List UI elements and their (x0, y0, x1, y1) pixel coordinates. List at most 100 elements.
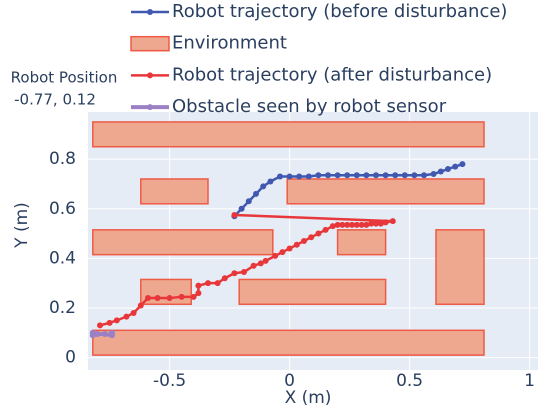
trajectory-point (241, 269, 247, 276)
y-tick-label: 0 (65, 348, 76, 368)
annotation-title: Robot Position (11, 69, 118, 87)
trajectory-point (113, 317, 120, 324)
environment-block (92, 329, 485, 356)
trajectory-point (106, 319, 113, 326)
trajectory-point (89, 332, 96, 339)
y-tick-label: 0.8 (49, 149, 76, 169)
trajectory-point (262, 257, 269, 264)
trajectory-point (253, 190, 259, 197)
x-tick-label: 1 (524, 371, 535, 391)
legend-marker (147, 72, 153, 79)
trajectory-point (205, 280, 211, 287)
trajectory-point (166, 295, 173, 302)
trajectory-point (437, 168, 444, 175)
trajectory-point (377, 220, 384, 227)
trajectory-point (293, 241, 300, 248)
trajectory-point (221, 275, 228, 282)
y-axis-title: Y (m) (12, 202, 32, 249)
trajectory-point (373, 172, 379, 179)
trajectory-point (401, 172, 408, 179)
trajectory-point (272, 252, 279, 259)
annotation-text: -0.77, 0.12 (14, 91, 96, 109)
trajectory-point (267, 178, 274, 185)
trajectory-point (344, 172, 351, 179)
trajectory-point (279, 249, 286, 256)
trajectory-point (382, 219, 389, 226)
environment-block (435, 229, 485, 306)
trajectory-point (344, 221, 351, 228)
trajectory-point (392, 172, 399, 179)
trajectory-point (195, 290, 202, 297)
trajectory-point (353, 172, 360, 179)
trajectory-point (101, 331, 108, 338)
trajectory-point (97, 322, 103, 329)
trajectory-point (382, 172, 389, 179)
trajectory-point (178, 293, 185, 300)
legend-label: Environment (172, 33, 287, 54)
trajectory-point (238, 205, 245, 212)
trajectory-point (315, 172, 322, 179)
trajectory-point (277, 173, 283, 180)
trajectory-point (358, 221, 365, 228)
trajectory-point (329, 223, 336, 230)
legend-marker (147, 9, 153, 15)
x-tick-label: 0.5 (396, 371, 423, 391)
trajectory-point (296, 173, 303, 180)
legend-label: Obstacle seen by robot sensor (172, 96, 447, 117)
trajectory-point (334, 221, 341, 228)
environment-block (92, 229, 274, 256)
trajectory-point (325, 172, 331, 179)
trajectory-point (363, 172, 370, 179)
legend-label: Robot trajectory (after disturbance) (172, 64, 492, 85)
trajectory-point (459, 161, 466, 168)
trajectory-point (349, 221, 355, 228)
trajectory-point (195, 282, 202, 289)
trajectory-point (452, 163, 459, 170)
trajectory-point (286, 173, 293, 180)
trajectory-point (373, 220, 379, 227)
trajectory-point (339, 221, 346, 228)
trajectory-point (154, 295, 161, 302)
trajectory-point (353, 221, 360, 228)
environment-block (92, 121, 485, 148)
environment-block (286, 178, 485, 205)
trajectory-point (245, 198, 252, 205)
trajectory-point (214, 280, 221, 287)
x-tick-label: 0 (284, 371, 295, 391)
trajectory-point (260, 183, 267, 190)
trajectory-point (231, 270, 238, 277)
trajectory-point (231, 211, 238, 218)
trajectory-point (301, 238, 307, 244)
trajectory-point (322, 226, 329, 233)
trajectory-point (250, 262, 257, 269)
legend-label: Robot trajectory (before disturbance) (172, 1, 507, 22)
trajectory-point (368, 220, 375, 227)
x-tick-label: -0.5 (153, 371, 186, 391)
trajectory-point (363, 221, 370, 228)
trajectory-point (411, 172, 418, 179)
environment-block (238, 278, 387, 306)
trajectory-point (130, 309, 137, 316)
trajectory-point (109, 329, 115, 336)
environment-block (140, 178, 209, 205)
trajectory-point (421, 172, 427, 179)
trajectory-point (308, 234, 315, 241)
y-tick-label: 0.4 (49, 248, 76, 268)
trajectory-point (315, 230, 322, 237)
trajectory-point (389, 218, 396, 225)
legend-swatch (130, 35, 170, 52)
trajectory-point (145, 295, 151, 302)
trajectory-point (123, 313, 130, 320)
x-axis-title: X (m) (285, 388, 332, 407)
trajectory-point (286, 245, 293, 252)
legend-marker (147, 104, 153, 111)
trajectory-point (137, 302, 144, 309)
y-tick-label: 0.6 (49, 199, 76, 219)
trajectory-point (445, 166, 451, 173)
environment-block (336, 229, 387, 256)
trajectory-point (430, 171, 437, 178)
trajectory-point (334, 172, 341, 179)
y-tick-label: 0.2 (49, 298, 76, 318)
trajectory-point (94, 331, 101, 338)
